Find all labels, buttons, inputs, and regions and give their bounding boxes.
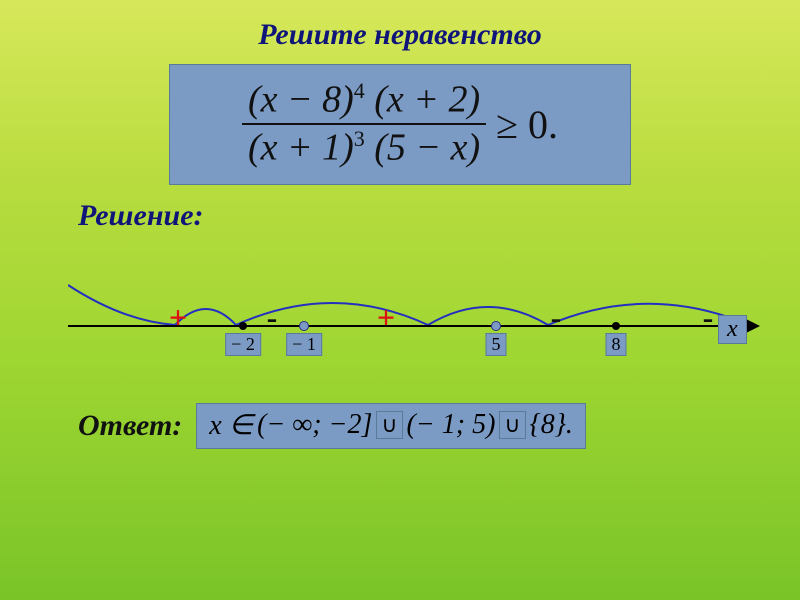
answer-prefix: x ∈: [209, 408, 253, 442]
denominator: (x + 1)3 (5 − x): [242, 127, 486, 169]
open-point-icon: [299, 321, 309, 331]
answer-part-2: {8}.: [530, 409, 573, 441]
fraction: (x − 8)4 (x + 2) (x + 1)3 (5 − x): [242, 79, 486, 170]
interval-sign: -: [551, 299, 562, 336]
union-icon: ∪: [376, 411, 402, 439]
fraction-bar: [242, 123, 486, 125]
interval-sign: -: [703, 299, 714, 336]
union-icon: ∪: [499, 411, 525, 439]
solution-label: Решение:: [78, 199, 800, 233]
answer-label: Ответ:: [78, 409, 182, 443]
interval-sign: -: [267, 299, 278, 336]
point-label: 8: [606, 333, 627, 356]
answer-part-0: (− ∞; −2]: [257, 409, 372, 441]
page-title: Решите неравенство: [0, 0, 800, 52]
relation: ≥ 0.: [496, 101, 558, 148]
point-label: 5: [486, 333, 507, 356]
point-label: − 2: [225, 333, 261, 356]
answer-box: x ∈ (− ∞; −2] ∪ (− 1; 5) ∪ {8}.: [196, 403, 586, 449]
interval-sign: +: [377, 299, 395, 336]
filled-point-icon: [239, 322, 247, 330]
interval-sign: +: [169, 299, 187, 336]
title-text: Решите неравенство: [258, 18, 542, 51]
number-line: x − 2 − 1 5 8 + - + - -: [0, 257, 800, 377]
answer-part-1: (− 1; 5): [407, 409, 496, 441]
answer-row: Ответ: x ∈ (− ∞; −2] ∪ (− 1; 5) ∪ {8}.: [78, 403, 800, 449]
filled-point-icon: [612, 322, 620, 330]
axis-x-label: x: [718, 315, 747, 344]
inequality-formula: (x − 8)4 (x + 2) (x + 1)3 (5 − x) ≥ 0.: [242, 79, 558, 170]
point-label: − 1: [286, 333, 322, 356]
inequality-formula-box: (x − 8)4 (x + 2) (x + 1)3 (5 − x) ≥ 0.: [169, 64, 631, 185]
open-point-icon: [491, 321, 501, 331]
numerator: (x − 8)4 (x + 2): [242, 79, 486, 121]
